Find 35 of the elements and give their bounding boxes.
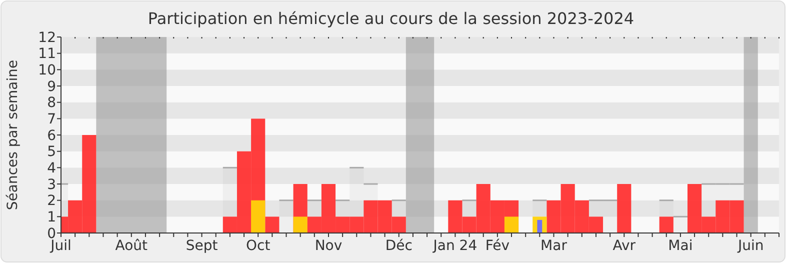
bar xyxy=(617,184,632,233)
bar xyxy=(673,216,688,233)
y-tick-label: 11 xyxy=(38,46,56,62)
x-tick-label: Mar xyxy=(540,238,568,254)
x-tick-label: Jan 24 xyxy=(432,238,478,254)
bar xyxy=(504,216,519,233)
bar xyxy=(659,216,674,233)
y-tick-label: 9 xyxy=(47,78,56,95)
y-axis-title: Séances par semaine xyxy=(5,60,21,210)
x-tick-label: Mai xyxy=(668,238,693,254)
y-tick-label: 1 xyxy=(47,210,56,226)
y-tick-label: 10 xyxy=(38,62,56,79)
y-tick-label: 7 xyxy=(47,112,56,128)
y-tick-label: 8 xyxy=(47,95,56,112)
y-tick-label: 3 xyxy=(47,176,56,193)
x-tick-label: Juin xyxy=(736,238,764,254)
y-tick-label: 12 xyxy=(38,30,56,46)
x-tick-label: Fév xyxy=(485,238,510,254)
bar xyxy=(279,200,294,233)
bar xyxy=(603,200,618,233)
y-tick-label: 4 xyxy=(47,160,56,177)
y-tick-label: 6 xyxy=(47,128,56,144)
y-tick-label: 5 xyxy=(47,144,56,160)
y-tick-label: 2 xyxy=(47,193,56,210)
x-tick-label: Oct xyxy=(246,238,271,254)
x-tick-label: Déc xyxy=(385,238,412,254)
chart-title: Participation en hémicycle au cours de la session 2023-2024 xyxy=(148,9,634,28)
bar xyxy=(293,216,308,233)
bar xyxy=(537,220,542,233)
bar xyxy=(265,216,280,233)
x-tick-label: Avr xyxy=(612,238,636,254)
x-tick-label: Nov xyxy=(314,238,342,254)
x-tick-label: Août xyxy=(115,238,148,254)
x-tick-label: Sept xyxy=(186,238,218,254)
bar xyxy=(251,200,266,233)
